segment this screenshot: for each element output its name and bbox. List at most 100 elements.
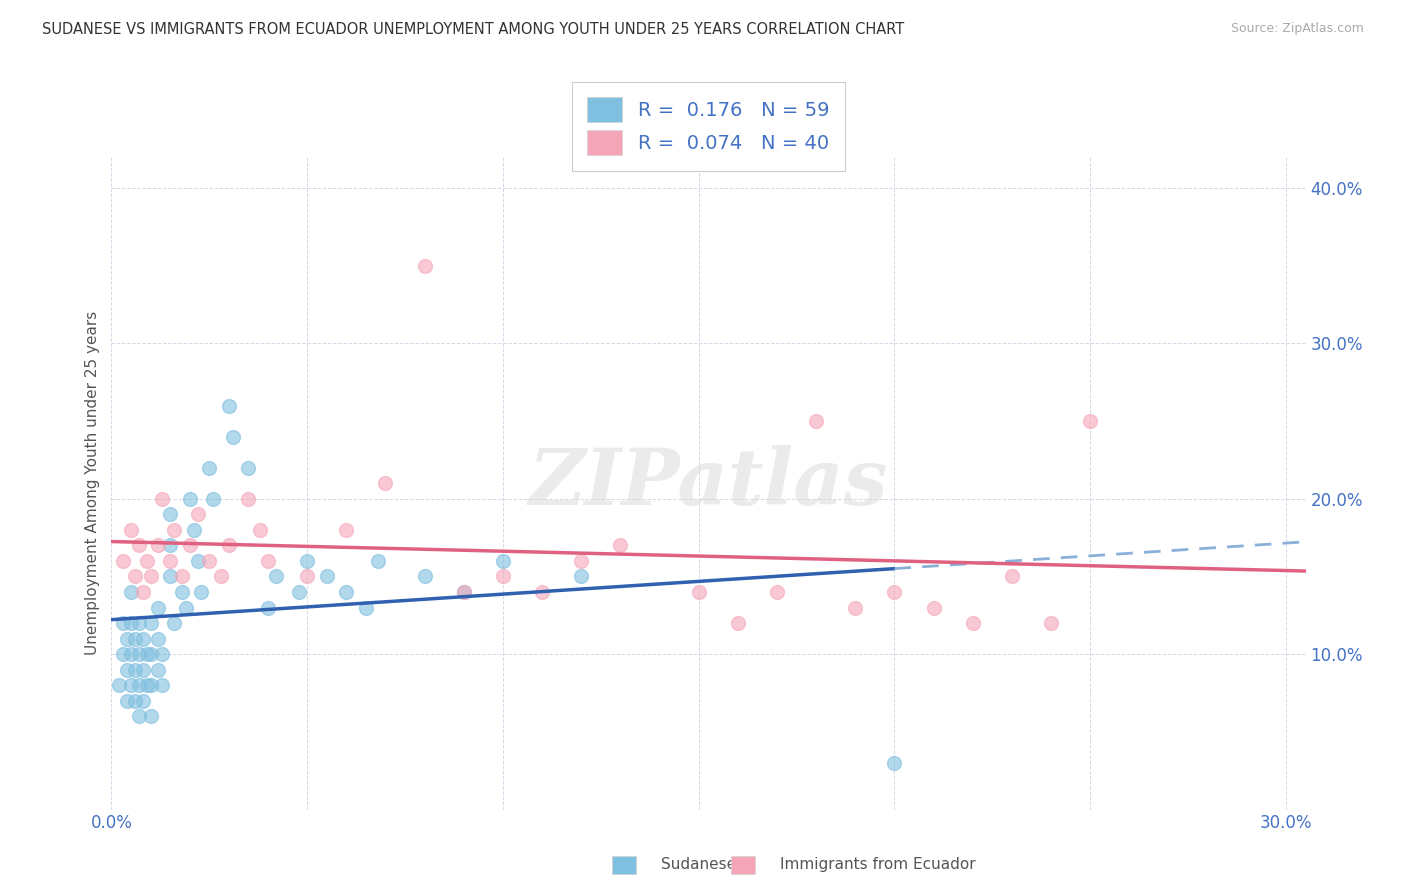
Point	[257, 554, 280, 568]
Point	[120, 647, 142, 661]
Point	[179, 491, 201, 506]
Point	[170, 585, 193, 599]
Point	[218, 399, 240, 413]
Point	[115, 663, 138, 677]
Point	[190, 585, 212, 599]
Point	[288, 585, 311, 599]
Point	[1078, 414, 1101, 428]
Point	[453, 585, 475, 599]
Point	[883, 756, 905, 770]
Point	[187, 554, 209, 568]
Point	[128, 538, 150, 552]
Point	[124, 569, 146, 583]
Point	[295, 569, 318, 583]
Point	[922, 600, 945, 615]
Point	[135, 678, 157, 692]
Point	[413, 569, 436, 583]
Point	[139, 709, 162, 723]
Point	[492, 569, 515, 583]
Point	[139, 647, 162, 661]
Point	[218, 538, 240, 552]
Text: Immigrants from Ecuador: Immigrants from Ecuador	[780, 857, 976, 872]
Point	[128, 709, 150, 723]
Point	[202, 491, 225, 506]
Point	[962, 616, 984, 631]
Point	[198, 460, 221, 475]
Legend: R =  0.176   N = 59, R =  0.074   N = 40: R = 0.176 N = 59, R = 0.074 N = 40	[572, 82, 845, 170]
Point	[609, 538, 631, 552]
Point	[115, 694, 138, 708]
Point	[150, 647, 173, 661]
Point	[115, 632, 138, 646]
Point	[159, 538, 181, 552]
Point	[315, 569, 337, 583]
Point	[132, 694, 155, 708]
Point	[179, 538, 201, 552]
Point	[453, 585, 475, 599]
Point	[198, 554, 221, 568]
Point	[492, 554, 515, 568]
Point	[108, 678, 131, 692]
Point	[183, 523, 205, 537]
Point	[374, 476, 396, 491]
Point	[148, 538, 170, 552]
Point	[1001, 569, 1024, 583]
Y-axis label: Unemployment Among Youth under 25 years: Unemployment Among Youth under 25 years	[86, 311, 100, 656]
Point	[413, 259, 436, 273]
Point	[159, 554, 181, 568]
Point	[1040, 616, 1063, 631]
Point	[209, 569, 232, 583]
Point	[135, 647, 157, 661]
Text: SUDANESE VS IMMIGRANTS FROM ECUADOR UNEMPLOYMENT AMONG YOUTH UNDER 25 YEARS CORR: SUDANESE VS IMMIGRANTS FROM ECUADOR UNEM…	[42, 22, 904, 37]
Point	[132, 663, 155, 677]
Point	[174, 600, 197, 615]
Point	[139, 569, 162, 583]
Text: ZIPatlas: ZIPatlas	[529, 445, 889, 522]
Point	[187, 508, 209, 522]
Point	[766, 585, 789, 599]
Point	[148, 632, 170, 646]
Point	[295, 554, 318, 568]
Point	[335, 523, 357, 537]
Point	[804, 414, 827, 428]
Point	[112, 554, 135, 568]
Point	[257, 600, 280, 615]
Point	[132, 585, 155, 599]
Text: Source: ZipAtlas.com: Source: ZipAtlas.com	[1230, 22, 1364, 36]
Point	[238, 460, 260, 475]
Point	[354, 600, 377, 615]
Point	[120, 616, 142, 631]
Point	[128, 647, 150, 661]
Point	[249, 523, 271, 537]
Point	[688, 585, 710, 599]
Point	[139, 678, 162, 692]
Point	[264, 569, 287, 583]
Point	[163, 523, 186, 537]
Point	[569, 554, 592, 568]
Point	[150, 678, 173, 692]
Point	[124, 694, 146, 708]
Point	[163, 616, 186, 631]
Point	[335, 585, 357, 599]
Point	[569, 569, 592, 583]
Point	[120, 585, 142, 599]
Point	[120, 678, 142, 692]
Point	[135, 554, 157, 568]
Point	[531, 585, 554, 599]
Point	[112, 647, 135, 661]
Point	[883, 585, 905, 599]
Point	[124, 632, 146, 646]
Point	[159, 508, 181, 522]
Point	[170, 569, 193, 583]
Point	[844, 600, 866, 615]
Point	[367, 554, 389, 568]
Point	[148, 663, 170, 677]
Point	[222, 430, 245, 444]
Point	[128, 678, 150, 692]
Point	[727, 616, 749, 631]
Point	[132, 632, 155, 646]
Point	[139, 616, 162, 631]
Point	[238, 491, 260, 506]
Point	[159, 569, 181, 583]
Text: Sudanese: Sudanese	[661, 857, 735, 872]
